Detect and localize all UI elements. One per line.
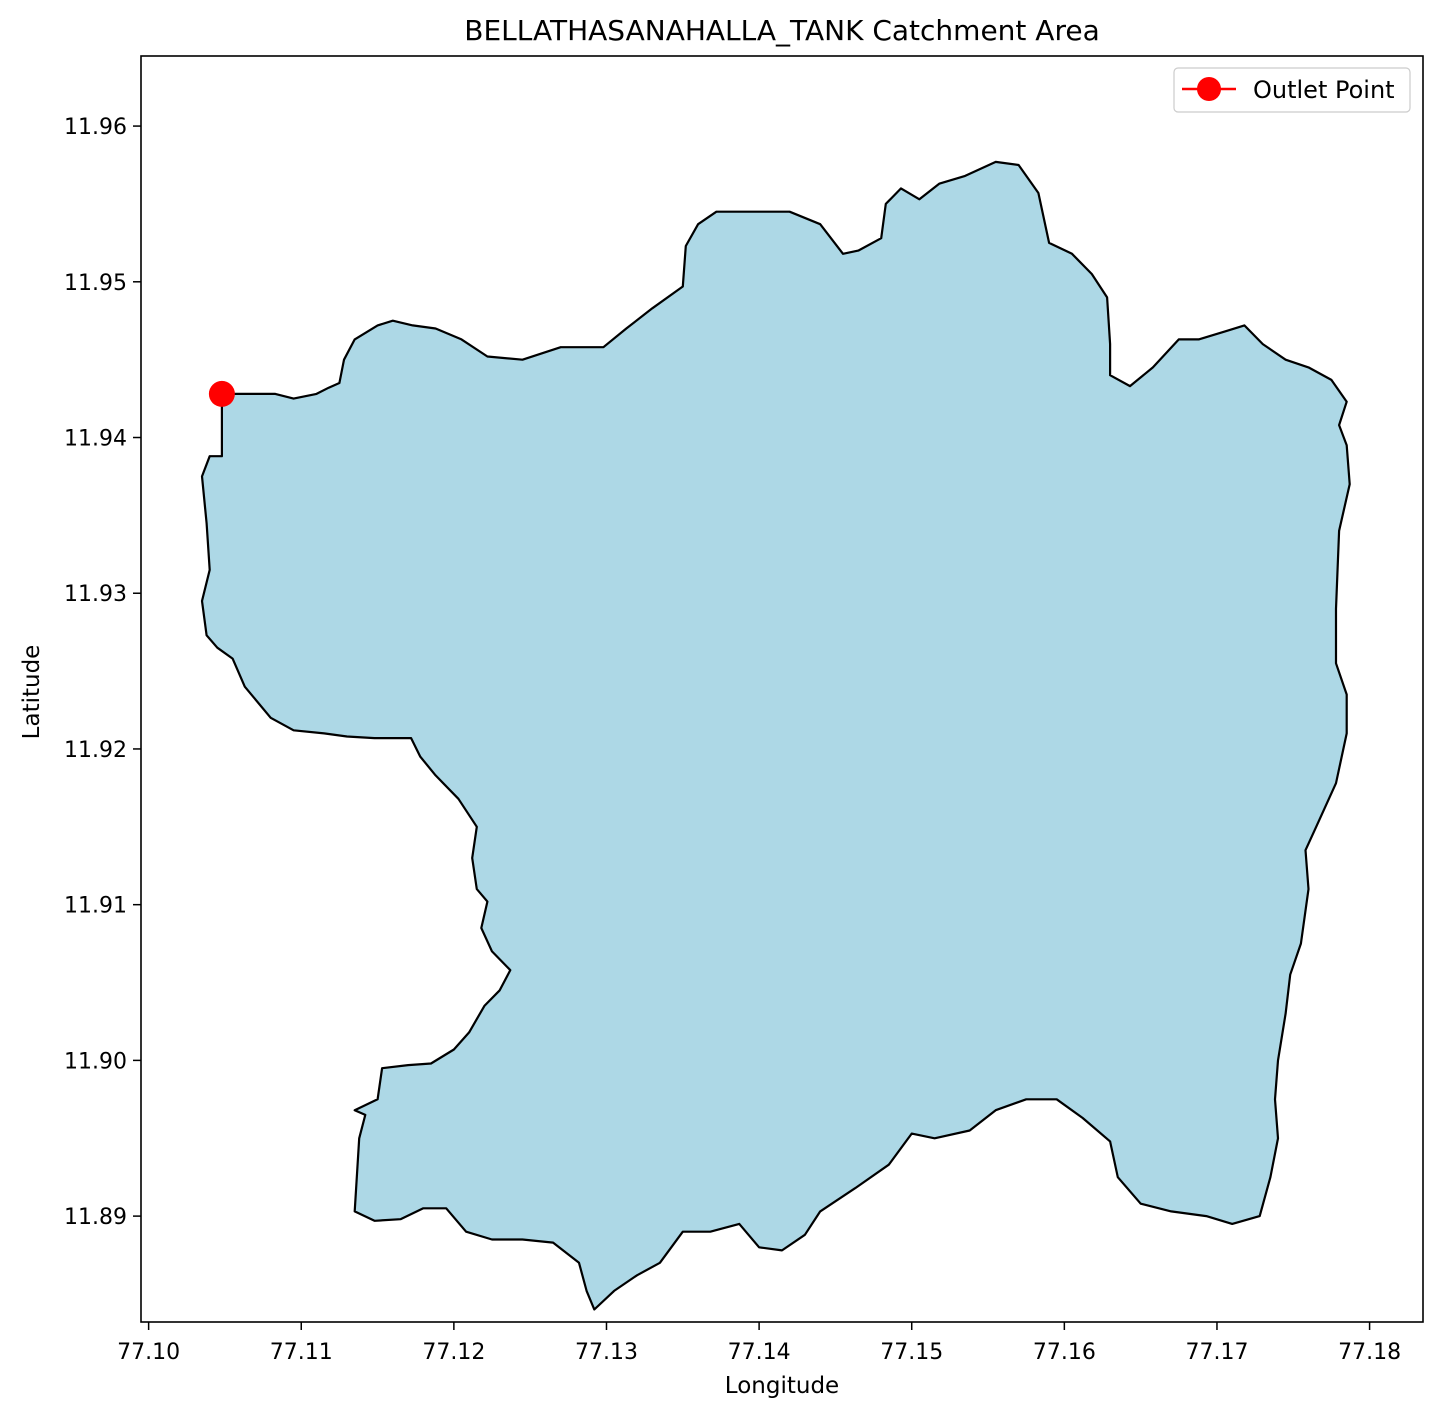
y-tick-label: 11.95 xyxy=(64,271,127,296)
outlet-point-marker xyxy=(208,380,235,407)
x-tick-label: 77.17 xyxy=(1185,1340,1248,1365)
y-tick-label: 11.90 xyxy=(64,1049,127,1074)
y-axis-label: Latitude xyxy=(19,645,45,740)
x-tick-label: 77.14 xyxy=(728,1340,791,1365)
y-tick-label: 11.92 xyxy=(64,738,127,763)
y-axis-ticks: 11.89 11.90 11.91 11.92 11.93 11.94 11.95 11.96 xyxy=(64,115,141,1230)
y-tick-label: 11.89 xyxy=(64,1205,127,1230)
x-axis-ticks: 77.10 77.11 77.12 77.13 77.14 77.15 77.16 77.17… xyxy=(117,1322,1401,1365)
legend-marker-icon xyxy=(1197,77,1221,101)
legend: Outlet Point xyxy=(1173,67,1411,113)
y-tick-label: 11.96 xyxy=(64,115,127,140)
y-tick-label: 11.93 xyxy=(64,582,127,607)
x-tick-label: 77.11 xyxy=(270,1340,333,1365)
x-tick-label: 77.12 xyxy=(422,1340,485,1365)
chart-title: BELLATHASANAHALLA_TANK Catchment Area xyxy=(464,14,1099,47)
x-tick-label: 77.10 xyxy=(117,1340,180,1365)
x-axis-label: Longitude xyxy=(725,1373,839,1399)
y-tick-label: 11.94 xyxy=(64,427,127,452)
legend-label: Outlet Point xyxy=(1253,76,1395,104)
x-tick-label: 77.13 xyxy=(575,1340,638,1365)
x-tick-label: 77.16 xyxy=(1033,1340,1096,1365)
catchment-area-polygon xyxy=(200,160,1351,1311)
y-tick-label: 11.91 xyxy=(64,894,127,919)
x-tick-label: 77.18 xyxy=(1338,1340,1401,1365)
x-tick-label: 77.15 xyxy=(880,1340,943,1365)
legend-box xyxy=(1173,67,1411,113)
